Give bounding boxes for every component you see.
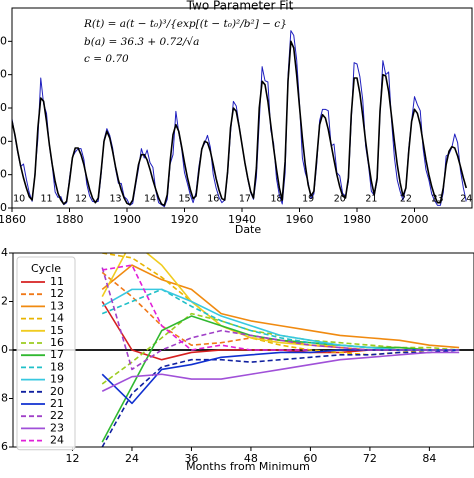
legend-label: 13 [50, 299, 64, 312]
y-tick-label: 100 [0, 134, 7, 147]
cycle-label: 13 [109, 194, 121, 205]
x-tick-label: 24 [125, 452, 139, 465]
x-tick-label: 1980 [343, 213, 371, 226]
series-line [12, 30, 467, 208]
series-line [12, 40, 468, 207]
y-tick-label: 0.8 [0, 392, 8, 405]
cycle-label: 16 [207, 194, 219, 205]
x-tick-label: 1940 [228, 213, 256, 226]
x-tick-label: 1900 [113, 213, 141, 226]
series-line [101, 264, 460, 349]
legend-label: 23 [50, 421, 64, 434]
cycle-label: 21 [365, 194, 377, 205]
legend-title: Cycle [31, 262, 61, 275]
cycle-label: 10 [13, 194, 25, 205]
x-tick-label: 1880 [56, 213, 84, 226]
legend-label: 17 [50, 348, 64, 361]
cycle-label: 24 [460, 194, 472, 205]
cycle-label: 14 [144, 194, 156, 205]
series-line [102, 264, 311, 351]
legend-box [16, 256, 76, 451]
series-line [101, 253, 460, 351]
chart-title: Two Parameter Fit [186, 0, 294, 13]
legend-label: 21 [50, 397, 64, 410]
x-axis-label: Months from Minimum [186, 460, 310, 473]
y-tick-label: 1.2 [0, 295, 8, 308]
y-tick-label: 150 [0, 101, 7, 114]
y-tick-label: 1.0 [0, 343, 8, 356]
x-tick-label: 36 [184, 452, 198, 465]
y-tick-label: 250 [0, 34, 7, 47]
y-tick-label: 200 [0, 68, 7, 81]
legend-label: 16 [50, 336, 64, 349]
x-tick-label: 12 [65, 452, 79, 465]
cycle-label: 17 [239, 194, 251, 205]
legend-label: 18 [50, 360, 64, 373]
y-tick-label: 0.6 [0, 440, 8, 453]
x-tick-label: 72 [363, 452, 377, 465]
series-line [101, 349, 460, 447]
y-tick-label: 50 [0, 168, 7, 181]
cycle-label: 15 [178, 194, 190, 205]
y-tick-label: 0 [0, 201, 7, 214]
x-tick-label: 48 [244, 452, 258, 465]
x-tick-label: 1920 [171, 213, 199, 226]
x-tick-label: 1860 [0, 213, 26, 226]
legend-label: 14 [50, 312, 64, 325]
series-line [101, 312, 460, 385]
axes-frame [11, 7, 473, 209]
legend-label: 11 [50, 275, 64, 288]
cycle-label: 12 [75, 194, 87, 205]
cycle-label: 11 [40, 194, 52, 205]
x-tick-label: 1960 [286, 213, 314, 226]
series-line [101, 301, 460, 361]
legend-label: 15 [50, 324, 64, 337]
annotation: c = 0.70 [84, 53, 129, 65]
annotation: R(t) = a(t − t₀)³/{exp[(t − t₀)²/b²] − c… [83, 18, 287, 30]
series-line [101, 267, 460, 371]
x-tick-label: 84 [422, 452, 436, 465]
cycle-label: 22 [400, 194, 412, 205]
y-tick-label: 1.4 [0, 246, 8, 259]
plot-area [12, 30, 468, 208]
x-tick-label: 60 [303, 452, 317, 465]
x-axis-label: Date [235, 223, 262, 236]
series-line [101, 351, 460, 392]
annotation: b(a) = 36.3 + 0.72/√a [84, 36, 199, 48]
legend-label: 22 [50, 409, 64, 422]
x-tick-label: 2000 [401, 213, 429, 226]
plot-area [13, 253, 474, 447]
cycle-label: 20 [334, 194, 346, 205]
legend-label: 12 [50, 287, 64, 300]
legend-label: 24 [50, 434, 64, 447]
cycle-label: 18 [270, 194, 282, 205]
cycle-label: 23 [431, 194, 443, 205]
legend-label: 20 [50, 385, 64, 398]
legend-label: 19 [50, 373, 64, 386]
cycle-label: 19 [302, 194, 314, 205]
